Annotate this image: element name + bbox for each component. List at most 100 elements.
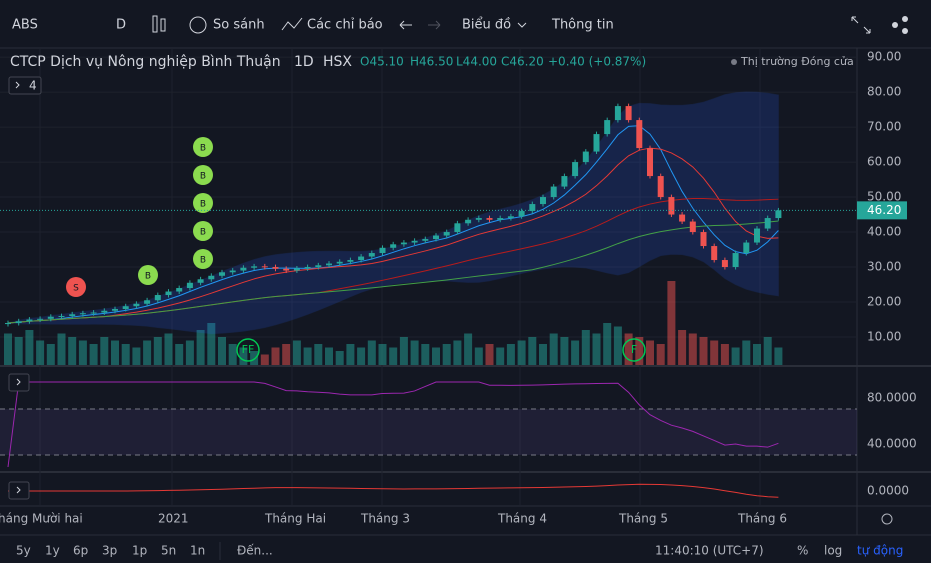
range[interactable]: 5y: [16, 544, 31, 558]
candle: [79, 313, 86, 315]
candle: [443, 232, 450, 236]
osc-band: [0, 409, 857, 455]
volume-bar: [121, 344, 130, 365]
legend: CTCP Dịch vụ Nông nghiệp Bình Thuận 1D H…: [8, 54, 893, 525]
volume-bar: [742, 340, 751, 365]
candle: [47, 316, 54, 319]
volume-bar: [282, 344, 291, 365]
rsi-line: [7, 381, 779, 468]
candle: [550, 186, 557, 198]
volume-bar: [496, 347, 505, 365]
volume-bar: [185, 340, 194, 365]
compare-icon[interactable]: [189, 16, 207, 34]
volume-bar: [335, 351, 344, 365]
volume-bar: [539, 344, 547, 365]
volume-bar: [410, 340, 419, 365]
candle-icon[interactable]: [160, 18, 166, 32]
candle: [775, 210, 782, 219]
indicators[interactable]: Các chỉ báo: [307, 18, 383, 33]
candle: [679, 214, 686, 222]
signal-label: B: [145, 272, 151, 282]
range[interactable]: 5n: [161, 544, 176, 558]
open: O45.10: [360, 55, 404, 69]
share[interactable]: [902, 28, 908, 34]
range[interactable]: 3p: [102, 544, 117, 558]
volume-bar: [207, 323, 216, 365]
percent[interactable]: %: [797, 544, 808, 558]
volume-bar: [624, 333, 633, 365]
volume-bar: [153, 337, 162, 365]
volume-bar: [581, 330, 590, 365]
volume-bar: [560, 337, 569, 365]
candle: [390, 244, 397, 248]
volume-bar: [132, 347, 141, 365]
range[interactable]: 1n: [190, 544, 205, 558]
legend-interval: 1D: [294, 54, 314, 70]
candle: [614, 106, 621, 121]
volume-bar: [389, 347, 398, 365]
candle: [625, 106, 632, 121]
candle: [540, 197, 546, 205]
volume-bar: [453, 340, 462, 365]
candle: [647, 148, 653, 177]
signal-label: B: [200, 144, 206, 154]
volume-bar: [474, 347, 483, 365]
volume-bar: [571, 340, 580, 365]
volume-bar: [646, 340, 654, 365]
candle: [422, 239, 429, 241]
volume-bar: [111, 340, 119, 365]
indicator-icon[interactable]: [281, 17, 303, 31]
volume-bar: [218, 337, 226, 365]
candle: [454, 223, 461, 233]
log[interactable]: log: [824, 544, 842, 558]
volume-bar: [36, 340, 45, 365]
collapse-button[interactable]: [8, 76, 42, 95]
signal-label: S: [73, 284, 79, 294]
share[interactable]: [892, 22, 898, 28]
candle: [154, 295, 161, 301]
undo[interactable]: [399, 20, 412, 30]
candle: [219, 272, 225, 276]
auto[interactable]: tự động: [857, 544, 903, 558]
candle: [593, 134, 600, 152]
candle: [69, 314, 76, 317]
y-tick-label: 10.00: [867, 330, 901, 344]
candle: [507, 216, 514, 219]
volume-bar: [710, 340, 719, 365]
candle: [368, 253, 375, 257]
volume-bar: [25, 330, 34, 365]
event-marker: [236, 338, 260, 362]
compare[interactable]: So sánh: [213, 18, 265, 33]
candle: [37, 318, 44, 320]
bottom-bar: 5y 1y 6p 3p 1p 5n 1n Đến... 11:40:10 (UT…: [16, 542, 903, 560]
range[interactable]: 1p: [132, 544, 147, 558]
volume-bar: [517, 340, 526, 365]
volume-bar: [89, 344, 98, 365]
chevron: [16, 486, 21, 494]
volume-bar: [367, 340, 376, 365]
symbol[interactable]: ABS: [12, 18, 38, 33]
share[interactable]: [902, 16, 908, 22]
range[interactable]: 1y: [45, 544, 60, 558]
volume-bar: [68, 337, 77, 365]
candle: [657, 176, 664, 198]
x-tick-label: Tháng 3: [360, 512, 410, 526]
chart-type[interactable]: Biểu đồ: [462, 18, 511, 33]
y-tick-label: 60.00: [867, 155, 901, 169]
candle: [433, 235, 439, 240]
settings[interactable]: [881, 513, 893, 525]
candle: [486, 218, 493, 220]
goto[interactable]: Đến...: [237, 544, 273, 558]
redo[interactable]: [428, 20, 441, 30]
volume-bar: [731, 347, 740, 365]
range[interactable]: 6p: [73, 544, 88, 558]
signal-marker: [193, 221, 213, 241]
dropdown[interactable]: [517, 22, 527, 28]
interval[interactable]: D: [116, 18, 126, 33]
candle-icon[interactable]: [152, 15, 158, 33]
volume-bar: [346, 344, 355, 365]
info[interactable]: Thông tin: [551, 18, 614, 33]
fullscreen[interactable]: [851, 16, 871, 34]
candle: [743, 242, 750, 254]
